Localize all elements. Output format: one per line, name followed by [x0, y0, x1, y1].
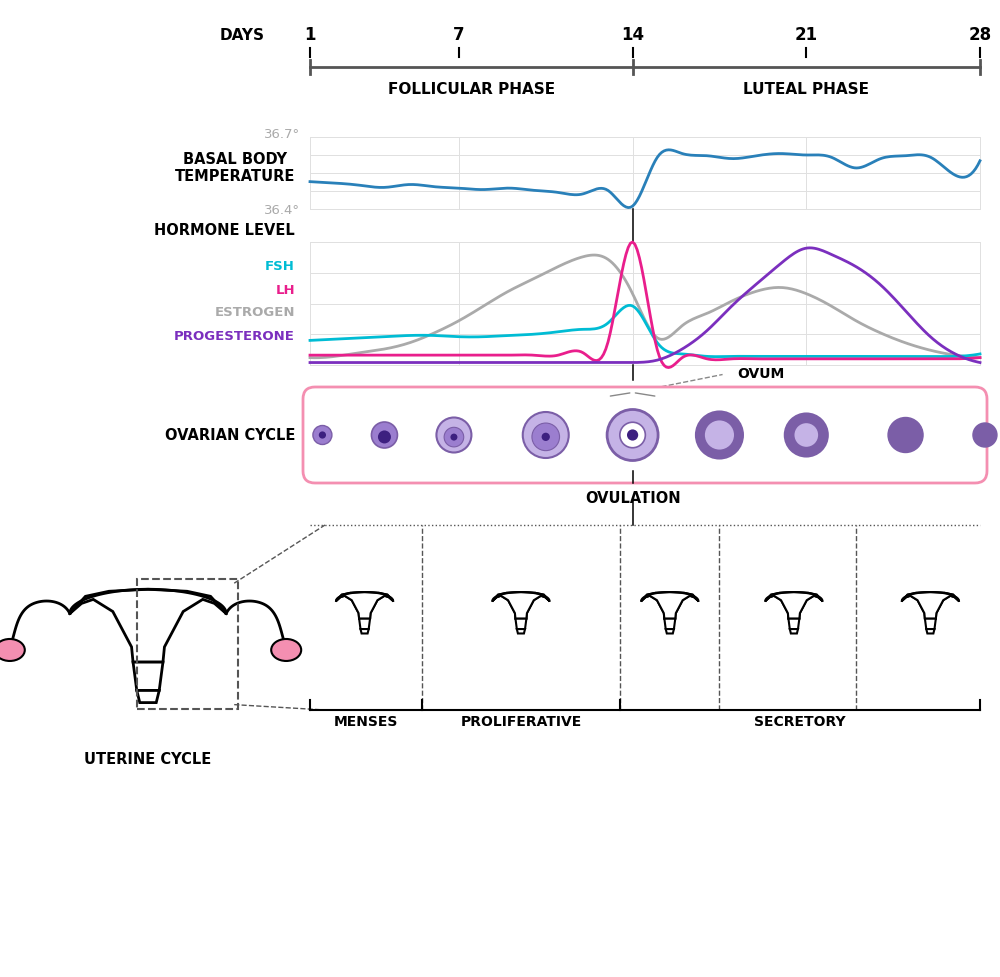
- Text: OVUM: OVUM: [738, 367, 785, 381]
- Polygon shape: [641, 592, 698, 618]
- Polygon shape: [664, 618, 675, 629]
- Text: UTERINE CYCLE: UTERINE CYCLE: [84, 752, 212, 767]
- FancyBboxPatch shape: [303, 387, 987, 483]
- Text: BASAL BODY
TEMPERATURE: BASAL BODY TEMPERATURE: [175, 151, 295, 185]
- Ellipse shape: [0, 639, 25, 661]
- Polygon shape: [515, 618, 526, 629]
- Polygon shape: [666, 629, 674, 633]
- Polygon shape: [137, 691, 159, 702]
- Circle shape: [973, 423, 997, 447]
- Polygon shape: [790, 629, 798, 633]
- Text: FOLLICULAR PHASE: FOLLICULAR PHASE: [388, 81, 555, 97]
- Polygon shape: [133, 662, 163, 691]
- Polygon shape: [788, 618, 799, 629]
- Text: 1: 1: [304, 26, 316, 44]
- Circle shape: [313, 426, 332, 445]
- Circle shape: [444, 427, 464, 446]
- Text: ESTROGEN: ESTROGEN: [214, 307, 295, 319]
- Text: SECRETORY: SECRETORY: [754, 715, 846, 729]
- Circle shape: [542, 433, 550, 441]
- Text: PROLIFERATIVE: PROLIFERATIVE: [460, 715, 582, 729]
- Text: DAYS: DAYS: [220, 27, 265, 43]
- Text: 28: 28: [968, 26, 992, 44]
- Ellipse shape: [271, 639, 301, 661]
- Circle shape: [378, 431, 391, 444]
- Text: 7: 7: [453, 26, 465, 44]
- Text: HORMONE LEVEL: HORMONE LEVEL: [154, 223, 295, 238]
- Circle shape: [705, 420, 734, 449]
- Text: 14: 14: [621, 26, 644, 44]
- Polygon shape: [492, 592, 549, 618]
- Polygon shape: [336, 592, 393, 618]
- Text: LH: LH: [275, 283, 295, 296]
- Text: 36.7°: 36.7°: [264, 129, 300, 142]
- Circle shape: [785, 413, 828, 456]
- Text: FSH: FSH: [265, 261, 295, 274]
- Polygon shape: [765, 592, 822, 618]
- Circle shape: [532, 423, 560, 450]
- Polygon shape: [909, 593, 952, 614]
- Circle shape: [627, 429, 638, 441]
- Text: 36.4°: 36.4°: [264, 204, 300, 218]
- Circle shape: [523, 412, 569, 458]
- Text: OVULATION: OVULATION: [585, 491, 680, 506]
- Circle shape: [319, 432, 326, 439]
- Polygon shape: [517, 629, 525, 633]
- Polygon shape: [926, 629, 934, 633]
- Circle shape: [620, 422, 645, 447]
- Polygon shape: [902, 592, 959, 618]
- Polygon shape: [902, 592, 959, 618]
- Polygon shape: [641, 592, 698, 618]
- Circle shape: [794, 423, 818, 446]
- Text: OVARIAN CYCLE: OVARIAN CYCLE: [165, 428, 295, 443]
- Polygon shape: [925, 618, 936, 629]
- Bar: [310, 137, 980, 209]
- Circle shape: [450, 434, 457, 441]
- Circle shape: [888, 417, 923, 452]
- Polygon shape: [70, 589, 226, 662]
- Text: LUTEAL PHASE: LUTEAL PHASE: [743, 81, 869, 97]
- Circle shape: [436, 417, 471, 452]
- Polygon shape: [360, 629, 369, 633]
- Polygon shape: [359, 618, 370, 629]
- Circle shape: [607, 409, 658, 460]
- Text: 21: 21: [795, 26, 818, 44]
- Text: PROGESTERONE: PROGESTERONE: [174, 329, 295, 343]
- Polygon shape: [765, 592, 822, 618]
- Text: MENSES: MENSES: [334, 715, 398, 729]
- Polygon shape: [772, 593, 815, 614]
- Circle shape: [696, 411, 743, 458]
- Circle shape: [371, 422, 397, 448]
- Polygon shape: [349, 596, 380, 629]
- Bar: [310, 242, 980, 365]
- Polygon shape: [648, 593, 691, 614]
